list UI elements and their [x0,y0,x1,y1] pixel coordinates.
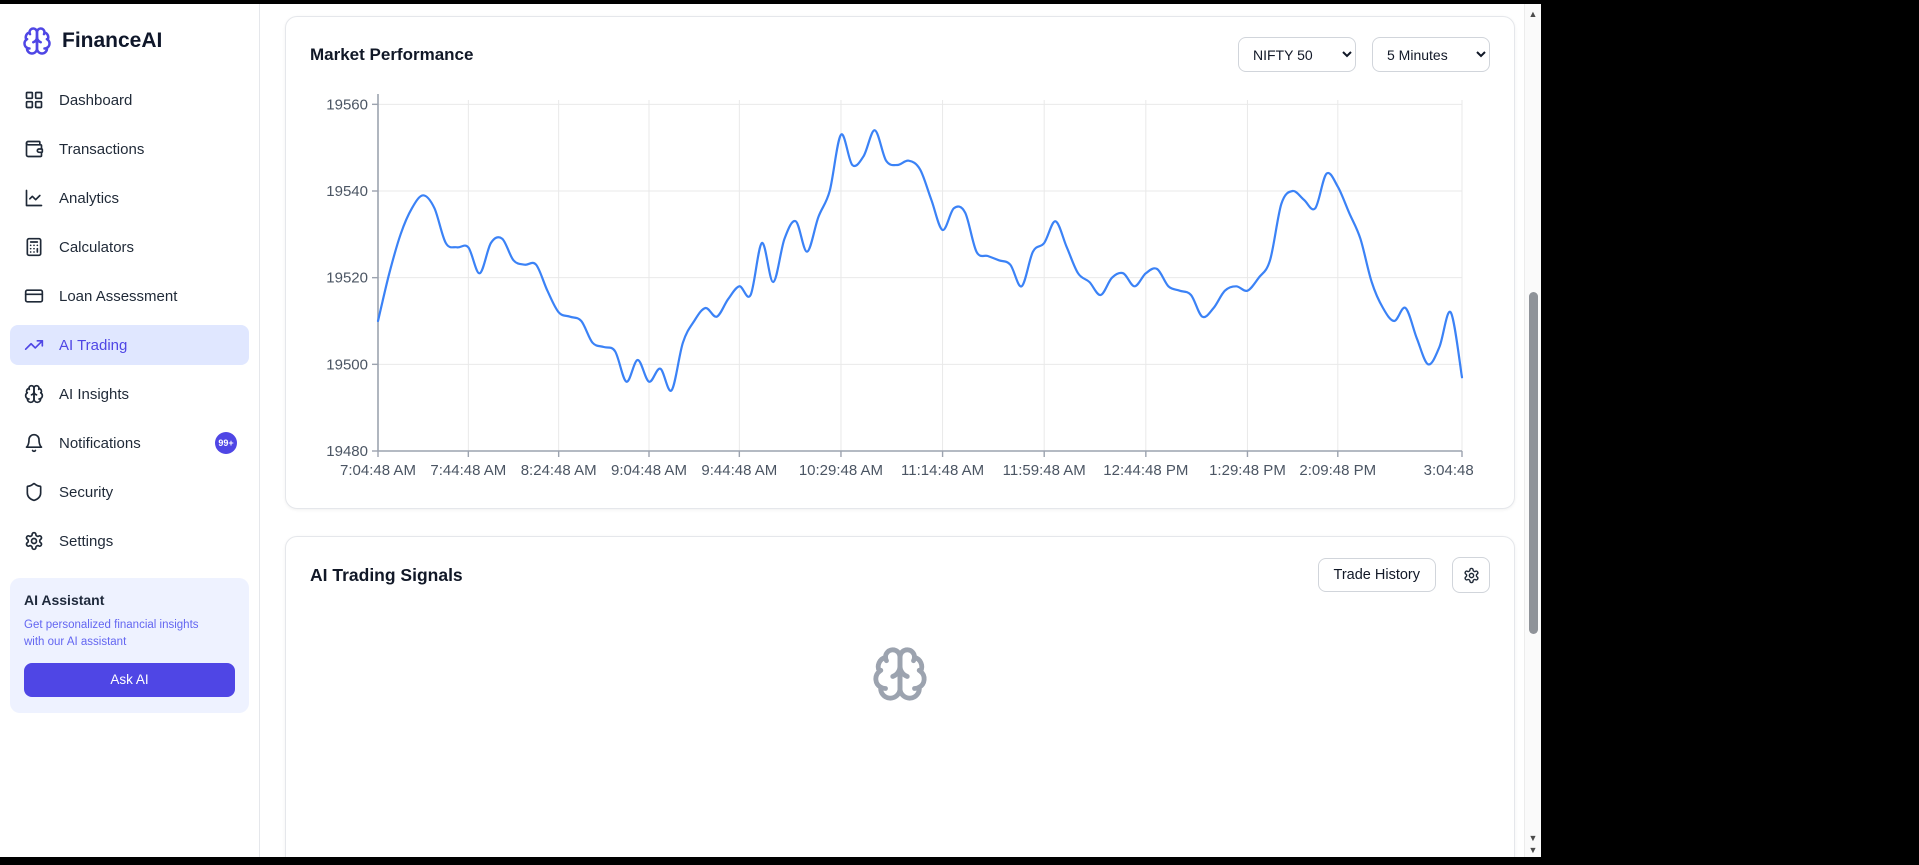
signals-settings-button[interactable] [1452,557,1490,593]
ai-assistant-description: Get personalized financial insights with… [24,619,199,648]
svg-text:9:04:48 AM: 9:04:48 AM [611,462,687,479]
app-title: FinanceAI [62,29,163,52]
main-content: Market Performance NIFTY 50 5 Minutes 19… [260,4,1541,857]
sidebar-item-ai-insights[interactable]: AI Insights [10,374,249,414]
sidebar-item-loan-assessment[interactable]: Loan Assessment [10,276,249,316]
svg-text:19500: 19500 [326,356,368,373]
sidebar-item-label: Dashboard [59,91,133,109]
sidebar-item-analytics[interactable]: Analytics [10,178,249,218]
brain-icon [24,384,44,404]
brain-loading-icon [871,645,929,703]
ask-ai-button[interactable]: Ask AI [24,663,235,698]
svg-text:8:24:48 AM: 8:24:48 AM [521,462,597,479]
sidebar-item-security[interactable]: Security [10,472,249,512]
sidebar-item-transactions[interactable]: Transactions [10,129,249,169]
app-window: FinanceAI Dashboard Transactions Analyti… [0,4,1541,857]
index-select[interactable]: NIFTY 50 [1238,37,1356,72]
svg-text:19540: 19540 [326,183,368,200]
bell-icon [24,433,44,453]
svg-text:19520: 19520 [326,270,368,287]
svg-text:10:29:48 AM: 10:29:48 AM [799,462,883,479]
svg-text:3:04:48 PM: 3:04:48 PM [1424,462,1474,479]
sidebar-item-label: AI Insights [59,385,130,403]
sidebar-item-label: Loan Assessment [59,287,178,305]
sidebar-item-label: Calculators [59,238,135,256]
svg-text:7:44:48 AM: 7:44:48 AM [430,462,506,479]
scroll-down-icon[interactable]: ▼ [1528,833,1538,843]
signals-loading-area [310,607,1490,703]
scroll-up-icon[interactable]: ▲ [1528,9,1538,19]
scrollbar: ▲ ▼ ▼ [1524,4,1541,857]
sidebar-item-settings[interactable]: Settings [10,521,249,561]
app-logo[interactable]: FinanceAI [0,4,259,70]
calculator-icon [24,237,44,257]
trending-up-icon [24,335,44,355]
sidebar-item-dashboard[interactable]: Dashboard [10,80,249,120]
scroll-down-icon[interactable]: ▼ [1528,845,1538,855]
sidebar-item-label: Settings [59,532,114,550]
market-chart-svg: 19560 19540 19520 19500 19480 7:04:48 AM 7:44:… [326,94,1500,479]
sidebar-item-notifications[interactable]: Notifications 99+ [10,423,249,463]
brain-logo-icon [22,26,52,56]
sidebar-item-label: AI Trading [59,336,128,354]
sidebar-nav: Dashboard Transactions Analytics Calcula… [0,70,259,561]
wallet-icon [24,139,44,159]
scrollbar-thumb[interactable] [1529,292,1538,634]
svg-text:19560: 19560 [326,96,368,113]
sidebar-item-calculators[interactable]: Calculators [10,227,249,267]
svg-text:19480: 19480 [326,443,368,460]
svg-text:9:44:48 AM: 9:44:48 AM [701,462,777,479]
svg-text:11:14:48 AM: 11:14:48 AM [901,462,984,479]
notifications-badge: 99+ [215,432,237,454]
credit-card-icon [24,286,44,306]
market-performance-card: Market Performance NIFTY 50 5 Minutes 19… [285,16,1515,509]
market-chart: 19560 19540 19520 19500 19480 7:04:48 AM 7:44:… [310,86,1500,494]
signals-card-title: AI Trading Signals [310,564,463,585]
sidebar: FinanceAI Dashboard Transactions Analyti… [0,4,260,857]
sidebar-item-label: Notifications [59,434,141,452]
svg-text:11:59:48 AM: 11:59:48 AM [1003,462,1086,479]
gear-icon [1463,567,1480,584]
svg-text:1:29:48 PM: 1:29:48 PM [1209,462,1286,479]
grid-icon [24,90,44,110]
ai-assistant-card: AI Assistant Get personalized financial … [10,578,249,714]
gear-icon [24,531,44,551]
trade-history-button[interactable]: Trade History [1317,558,1436,592]
svg-text:7:04:48 AM: 7:04:48 AM [340,462,416,479]
interval-select[interactable]: 5 Minutes [1372,37,1490,72]
sidebar-item-label: Security [59,483,114,501]
ai-assistant-title: AI Assistant [24,592,105,608]
shield-icon [24,482,44,502]
ai-trading-signals-card: AI Trading Signals Trade History [285,536,1515,857]
svg-text:12:44:48 PM: 12:44:48 PM [1103,462,1188,479]
sidebar-item-ai-trading[interactable]: AI Trading [10,325,249,365]
market-card-title: Market Performance [310,44,474,64]
svg-text:2:09:48 PM: 2:09:48 PM [1299,462,1376,479]
line-chart-icon [24,188,44,208]
sidebar-item-label: Analytics [59,189,120,207]
sidebar-item-label: Transactions [59,140,145,158]
